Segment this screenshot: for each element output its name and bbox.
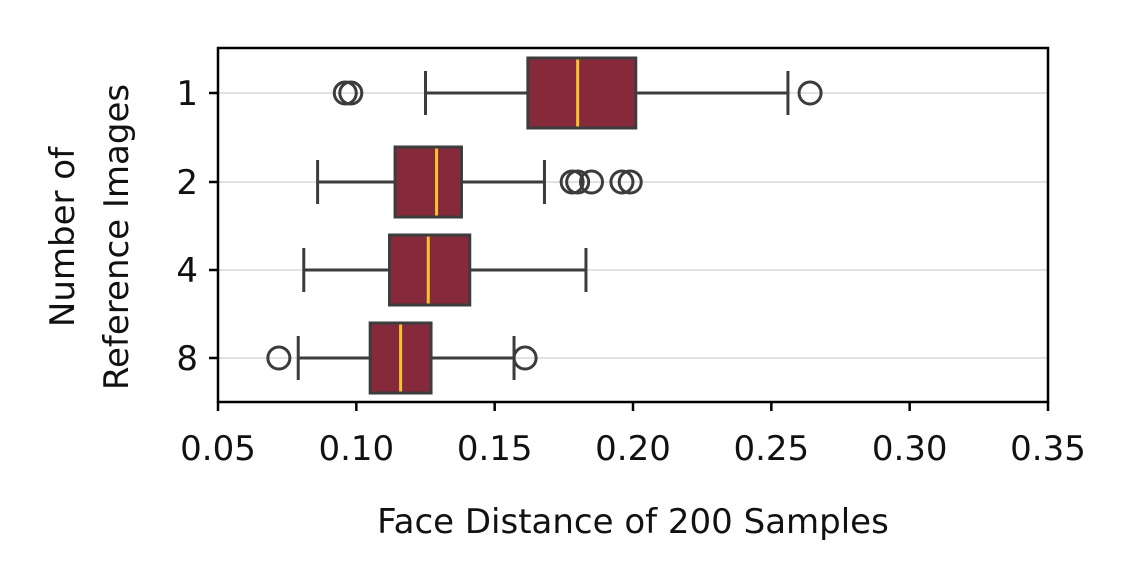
- x-axis-ticks: 0.05 0.10 0.15 0.20 0.25 0.30 0.35: [180, 402, 1086, 469]
- box-group-4: [302, 233, 588, 307]
- outlier-point: [617, 169, 643, 195]
- outlier-point: [565, 169, 591, 195]
- x-tick-label: 0.25: [733, 429, 809, 469]
- y-tick-label: 2: [176, 163, 198, 203]
- iqr-box: [526, 56, 638, 130]
- box-group-1: [332, 56, 823, 130]
- box-group-2: [316, 145, 643, 219]
- y-axis-title-line-2: Reference Images: [97, 84, 137, 390]
- x-tick-label: 0.05: [180, 429, 256, 469]
- y-tick-label: 8: [176, 339, 198, 379]
- y-axis-title-line-1: Number of: [43, 146, 83, 327]
- y-axis-ticks: 1 2 4 8: [176, 74, 218, 379]
- outlier-point: [338, 80, 364, 106]
- x-tick-label: 0.30: [872, 429, 948, 469]
- x-tick-label: 0.35: [1010, 429, 1086, 469]
- boxes-layer: [266, 56, 823, 395]
- box-group-8: [266, 321, 538, 395]
- outlier-point: [579, 169, 604, 195]
- grid-lines: [218, 92, 1048, 359]
- x-tick-label: 0.10: [318, 429, 394, 469]
- outlier-point: [266, 345, 292, 371]
- outlier-point: [609, 169, 635, 195]
- y-tick-label: 4: [176, 251, 198, 291]
- x-tick-label: 0.20: [595, 429, 671, 469]
- outlier-point: [797, 80, 823, 106]
- x-tick-label: 0.15: [457, 429, 533, 469]
- outlier-point: [512, 345, 538, 371]
- x-axis-title: Face Distance of 200 Samples: [377, 502, 889, 542]
- y-tick-label: 1: [176, 74, 198, 114]
- iqr-box: [393, 145, 463, 219]
